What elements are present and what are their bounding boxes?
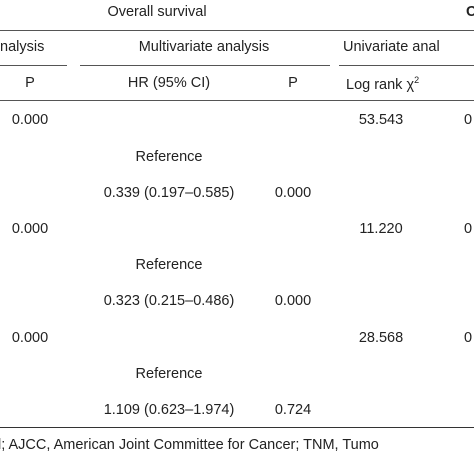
- col-logrank-sup: 2: [414, 75, 420, 85]
- col-hr: HR (95% CI): [127, 75, 211, 91]
- cell-p-left: 0.000: [11, 330, 49, 346]
- table-footnote: l; AJCC, American Joint Committee for Ca…: [0, 437, 379, 453]
- rule-bottom: [0, 427, 474, 428]
- header-overall-survival: Overall survival: [107, 4, 207, 20]
- cell-logrank: 28.568: [358, 330, 404, 346]
- rule-sub-univariate-right: [339, 65, 474, 66]
- col-p-left: P: [25, 75, 35, 91]
- cell-cut: 0: [464, 330, 473, 346]
- rule-sub-multivariate: [80, 65, 330, 66]
- cell-hr: 0.339 (0.197–0.585): [103, 185, 235, 201]
- header-cut-group: C: [466, 4, 474, 20]
- cell-logrank: 11.220: [359, 221, 403, 237]
- cell-logrank: 53.543: [358, 112, 404, 128]
- rule-sub-univariate-left: [0, 65, 67, 66]
- col-logrank: Log rank χ2: [346, 75, 419, 93]
- col-logrank-label: Log rank χ: [346, 77, 415, 93]
- header-univariate-right: Univariate anal: [343, 39, 440, 55]
- cell-cut: 0: [464, 112, 473, 128]
- cell-hr: 1.109 (0.623–1.974): [103, 402, 235, 418]
- cell-hr: 0.323 (0.215–0.486): [103, 293, 235, 309]
- cell-p-mid: 0.000: [274, 185, 312, 201]
- header-univariate-left: nalysis: [0, 39, 45, 55]
- cell-hr: Reference: [135, 257, 203, 273]
- col-p-mid: P: [288, 75, 298, 91]
- cell-p-mid: 0.724: [274, 402, 312, 418]
- rule-top: [0, 30, 474, 31]
- header-multivariate: Multivariate analysis: [138, 39, 270, 55]
- cell-hr: Reference: [135, 149, 203, 165]
- cell-hr: Reference: [135, 366, 203, 382]
- cell-p-left: 0.000: [11, 112, 49, 128]
- rule-columns: [0, 100, 474, 101]
- cell-cut: 0: [464, 221, 473, 237]
- cell-p-left: 0.000: [11, 221, 49, 237]
- cell-p-mid: 0.000: [274, 293, 312, 309]
